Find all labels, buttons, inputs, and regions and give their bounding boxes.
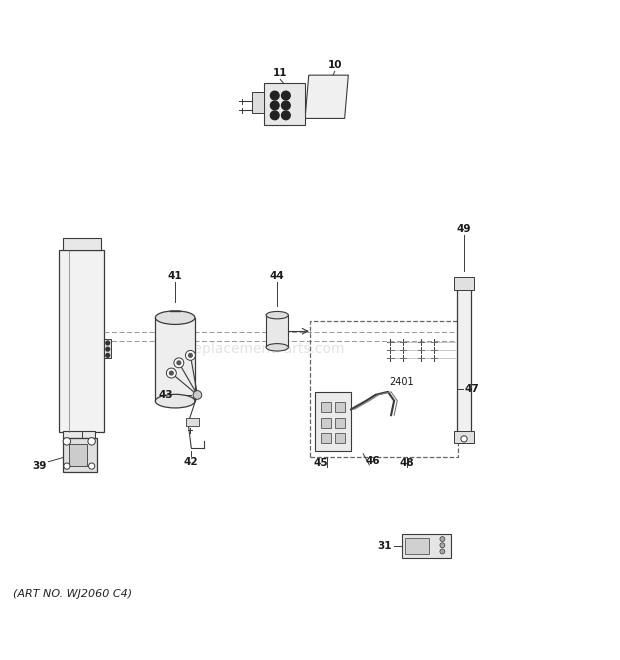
Bar	[457, 280, 471, 436]
Circle shape	[177, 361, 180, 365]
Circle shape	[193, 391, 202, 399]
Bar	[402, 534, 451, 558]
Circle shape	[188, 354, 192, 357]
Text: 47: 47	[464, 383, 479, 394]
Bar	[252, 92, 264, 114]
Text: 45: 45	[314, 458, 329, 468]
Polygon shape	[264, 82, 305, 125]
Text: 42: 42	[184, 457, 198, 467]
Bar	[156, 317, 195, 401]
Bar	[335, 403, 345, 412]
Circle shape	[63, 438, 71, 445]
Circle shape	[64, 463, 70, 469]
Bar	[454, 432, 474, 443]
Circle shape	[270, 111, 279, 119]
Bar	[335, 434, 345, 444]
Circle shape	[89, 463, 95, 469]
Bar	[63, 238, 101, 249]
Text: (ART NO. WJ2060 C4): (ART NO. WJ2060 C4)	[13, 589, 132, 599]
Circle shape	[281, 101, 290, 110]
Circle shape	[270, 101, 279, 110]
Circle shape	[166, 368, 176, 378]
Bar	[321, 403, 331, 412]
Circle shape	[270, 91, 279, 100]
Bar	[335, 418, 345, 428]
Circle shape	[440, 543, 445, 548]
Text: 43: 43	[158, 390, 172, 400]
Text: 46: 46	[365, 456, 380, 466]
Bar	[69, 444, 87, 466]
Ellipse shape	[266, 344, 288, 351]
Ellipse shape	[156, 394, 195, 408]
Polygon shape	[305, 75, 348, 118]
Circle shape	[281, 111, 290, 119]
Text: eReplacementParts.com: eReplacementParts.com	[176, 342, 345, 356]
Circle shape	[106, 341, 110, 345]
Bar	[321, 434, 331, 444]
Text: 31: 31	[378, 541, 392, 551]
Text: 44: 44	[270, 271, 285, 281]
Circle shape	[281, 91, 290, 100]
Bar	[63, 438, 97, 473]
Bar	[63, 431, 95, 438]
Text: 2401: 2401	[390, 377, 414, 387]
Circle shape	[169, 371, 173, 375]
Text: 39: 39	[33, 461, 47, 471]
Ellipse shape	[266, 312, 288, 319]
Text: 11: 11	[273, 68, 288, 79]
Text: 10: 10	[327, 60, 342, 70]
Text: 49: 49	[457, 224, 471, 234]
Circle shape	[461, 436, 467, 442]
Bar	[405, 538, 430, 554]
Circle shape	[185, 350, 195, 360]
Circle shape	[106, 347, 110, 351]
Bar	[310, 321, 458, 457]
Bar	[186, 418, 198, 426]
Circle shape	[88, 438, 95, 445]
Text: 48: 48	[399, 458, 414, 468]
Bar	[321, 418, 331, 428]
Bar	[266, 315, 288, 347]
Bar	[454, 277, 474, 290]
Bar	[60, 249, 104, 432]
Circle shape	[440, 537, 445, 542]
Bar	[104, 339, 112, 358]
Text: 41: 41	[168, 271, 182, 280]
Ellipse shape	[156, 311, 195, 325]
Circle shape	[440, 549, 445, 554]
Circle shape	[106, 354, 110, 357]
Bar	[315, 392, 351, 451]
Circle shape	[174, 358, 184, 368]
